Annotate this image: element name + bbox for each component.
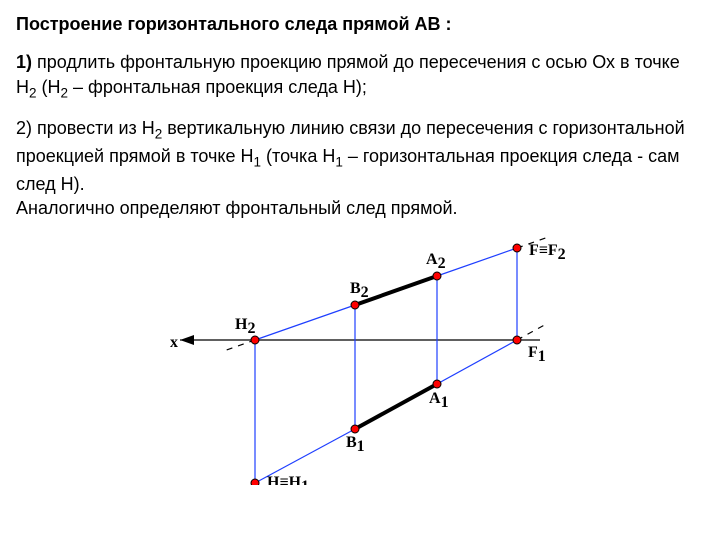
svg-text:H2: H2 [235, 316, 255, 337]
p2-t1: 2) провести из Н [16, 118, 155, 138]
p1-t3: – фронтальная проекция следа Н); [68, 77, 367, 97]
p2-sub3: 1 [335, 155, 343, 170]
svg-text:x: x [170, 334, 178, 351]
p1-t2: (Н [37, 77, 61, 97]
p2-sub2: 1 [254, 155, 262, 170]
svg-text:A1: A1 [429, 390, 449, 411]
svg-text:H≡H1: H≡H1 [267, 474, 309, 485]
page-title: Построение горизонтального следа прямой … [16, 12, 704, 36]
step-1-num: 1) [16, 52, 32, 72]
svg-text:F≡F2: F≡F2 [529, 242, 566, 263]
diagram-container: x H2 B2 A2 F≡F2 F1 A1 B1 H≡H1 [16, 235, 704, 491]
paragraph-1: 1) продлить фронтальную проекцию прямой … [16, 50, 704, 102]
svg-text:F1: F1 [528, 344, 546, 365]
svg-text:B2: B2 [350, 280, 369, 301]
p1-sub1: 2 [29, 85, 37, 100]
trace-diagram: x H2 B2 A2 F≡F2 F1 A1 B1 H≡H1 [140, 235, 580, 485]
paragraph-2: 2) провести из Н2 вертикальную линию свя… [16, 116, 704, 220]
p1-sub2: 2 [61, 85, 69, 100]
p2-t3: (точка Н [261, 146, 335, 166]
svg-text:B1: B1 [346, 434, 365, 455]
p3: Аналогично определяют фронтальный след п… [16, 198, 458, 218]
svg-text:A2: A2 [426, 251, 446, 272]
